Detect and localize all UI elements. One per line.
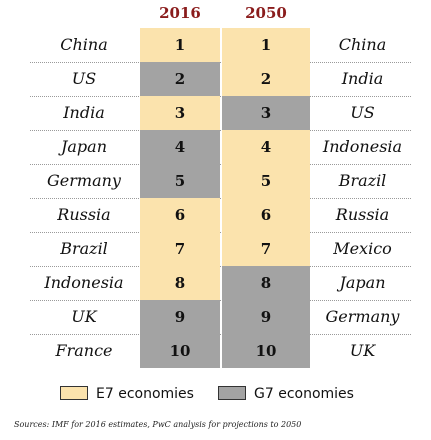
country-2016: UK <box>71 307 97 326</box>
rank-cell-2016: 6 <box>140 198 220 232</box>
table-row: US 2 2 India <box>30 62 411 96</box>
rank-cell-2050: 7 <box>222 232 310 266</box>
country-2016: Germany <box>47 171 121 190</box>
country-2050: Germany <box>325 307 400 326</box>
country-2050: China <box>338 35 387 54</box>
rank-cell-2050: 5 <box>222 164 310 198</box>
row-divider <box>30 232 411 233</box>
table-row: France 10 10 UK <box>30 334 411 368</box>
table-row: Russia 6 6 Russia <box>30 198 411 232</box>
country-2016: Brazil <box>60 239 108 258</box>
country-2050: Russia <box>335 205 390 224</box>
country-2050: US <box>350 103 375 122</box>
country-2016: Russia <box>57 205 111 224</box>
rank-cell-2016: 7 <box>140 232 220 266</box>
header-2016: 2016 <box>159 4 201 22</box>
legend-swatch-e7 <box>60 385 88 400</box>
row-divider <box>30 334 411 335</box>
country-2050: Japan <box>339 273 386 292</box>
country-2016: US <box>71 69 97 88</box>
row-divider <box>30 130 411 131</box>
country-2050: Indonesia <box>322 137 403 156</box>
table-row: Germany 5 5 Brazil <box>30 164 411 198</box>
rank-cell-2016: 2 <box>140 62 220 96</box>
country-2016: Japan <box>60 137 108 156</box>
legend-item-e7: E7 economies <box>60 384 194 404</box>
country-2050: Mexico <box>333 239 392 258</box>
header-2050: 2050 <box>245 4 287 22</box>
table-row: Brazil 7 7 Mexico <box>30 232 411 266</box>
row-divider <box>30 96 411 97</box>
legend-label-g7: G7 economies <box>254 386 354 402</box>
rank-cell-2016: 4 <box>140 130 220 164</box>
row-divider <box>30 164 411 165</box>
rank-cell-2050: 1 <box>222 28 310 62</box>
rank-cell-2050: 2 <box>222 62 310 96</box>
table-row: Japan 4 4 Indonesia <box>30 130 411 164</box>
rank-cell-2016: 8 <box>140 266 220 300</box>
row-divider <box>30 300 411 301</box>
table-row: UK 9 9 Germany <box>30 300 411 334</box>
country-2050: UK <box>349 341 376 360</box>
country-2016: Indonesia <box>44 273 124 292</box>
table-row: India 3 3 US <box>30 96 411 130</box>
country-2050: Brazil <box>338 171 387 190</box>
row-divider <box>30 62 411 63</box>
rank-cell-2016: 1 <box>140 28 220 62</box>
rank-cell-2050: 9 <box>222 300 310 334</box>
source-note: Sources: IMF for 2016 estimates, PwC ana… <box>14 420 302 429</box>
rank-cell-2016: 9 <box>140 300 220 334</box>
row-divider <box>30 198 411 199</box>
country-2016: China <box>60 35 108 54</box>
table-row: China 1 1 China <box>30 28 411 62</box>
rank-cell-2050: 10 <box>222 334 310 368</box>
rank-cell-2050: 8 <box>222 266 310 300</box>
legend-swatch-g7 <box>218 385 246 400</box>
row-divider <box>30 266 411 267</box>
country-2016: India <box>63 103 105 122</box>
country-2016: France <box>55 341 113 360</box>
rank-cell-2016: 5 <box>140 164 220 198</box>
rank-cell-2050: 3 <box>222 96 310 130</box>
legend-item-g7: G7 economies <box>218 384 354 404</box>
rank-cell-2050: 6 <box>222 198 310 232</box>
country-2050: India <box>341 69 384 88</box>
rank-cell-2016: 3 <box>140 96 220 130</box>
rank-cell-2050: 4 <box>222 130 310 164</box>
legend-label-e7: E7 economies <box>96 386 194 402</box>
rank-cell-2016: 10 <box>140 334 220 368</box>
table-row: Indonesia 8 8 Japan <box>30 266 411 300</box>
